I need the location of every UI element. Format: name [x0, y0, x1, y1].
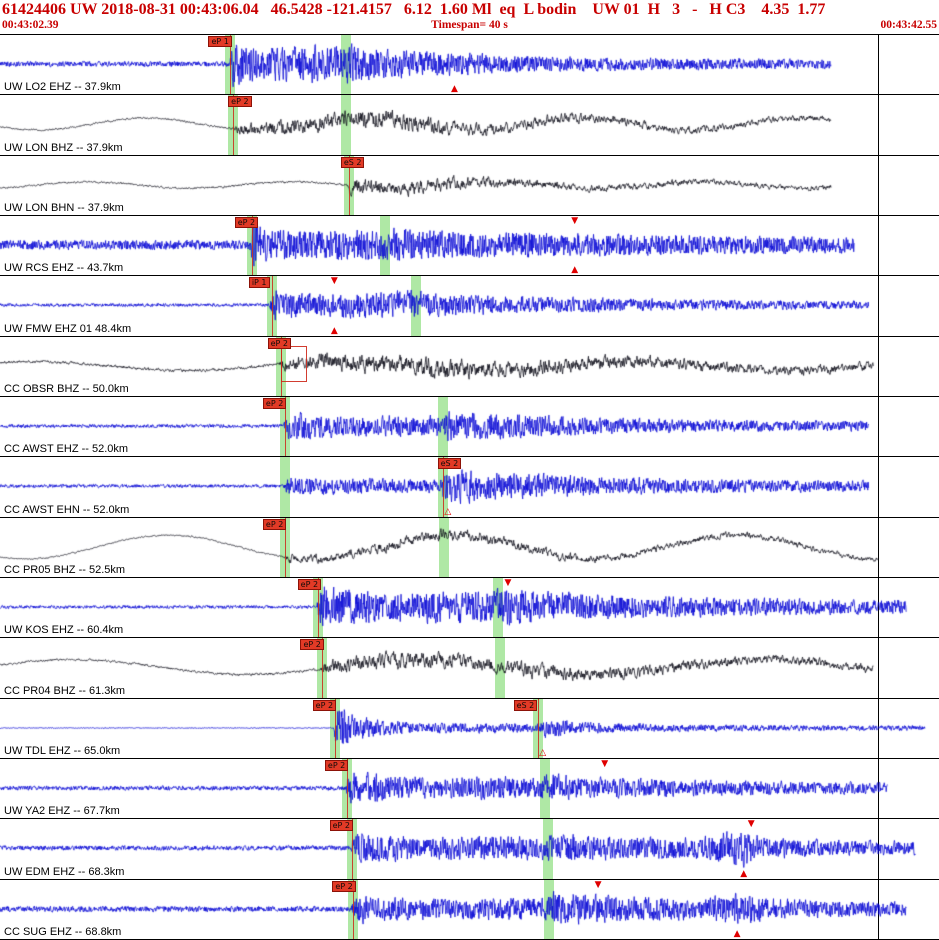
pick-time-line [232, 95, 234, 155]
window-end-time: 00:43:42.55 [880, 19, 937, 31]
pick-time-line [251, 215, 253, 276]
waveform-canvas[interactable] [0, 396, 939, 455]
trace-row: UW KOS EHZ -- 60.4km eP 2 ▼ [0, 576, 939, 638]
waveform-canvas[interactable] [0, 638, 939, 697]
trace-label: UW LON BHZ -- 37.9km [4, 141, 123, 154]
pick-flag[interactable]: eP 2 [324, 759, 349, 771]
timespan-label: Timespan= 40 s [431, 19, 508, 31]
amplitude-marker: ▲ [733, 928, 741, 939]
amplitude-marker: ▼ [330, 276, 338, 287]
pick-window-box [280, 345, 307, 383]
pick-flag[interactable]: eP 2 [329, 820, 353, 832]
trace-label: CC PR04 BHZ -- 61.3km [4, 684, 126, 697]
waveform-canvas[interactable] [0, 517, 939, 576]
pick-flag[interactable]: eP 2 [228, 96, 252, 108]
pick-time-line [230, 35, 232, 95]
trace-label: CC AWST EHZ -- 52.0km [4, 443, 129, 456]
trace-label: UW FMW EHZ 01 48.4km [4, 322, 132, 335]
trace-row: UW EDM EHZ -- 68.3km eP 2 ▼ ▲ [0, 818, 939, 879]
pick-flag[interactable]: eP 2 [262, 518, 287, 530]
waveform-canvas[interactable] [0, 155, 939, 214]
waveform-canvas[interactable] [0, 215, 939, 274]
amplitude-marker: ▲ [571, 265, 579, 276]
amplitude-marker: △ [539, 747, 547, 758]
pick-time-line [347, 758, 349, 819]
pick-time-line [349, 155, 351, 215]
pick-time-line [353, 879, 355, 939]
trace-label: CC SUG EHZ -- 68.8km [4, 925, 122, 938]
trace-row: CC PR05 BHZ -- 52.5km eP 2 [0, 516, 939, 577]
pick-time-line [352, 819, 354, 879]
pick-time-line [285, 396, 287, 457]
time-axis-labels: 00:43:02.39 Timespan= 40 s 00:43:42.55 [0, 19, 939, 33]
trace-row: CC AWST EHZ -- 52.0km eP 2 [0, 395, 939, 457]
trace-label: UW LON BHN -- 37.9km [4, 201, 124, 214]
trace-label: UW LO2 EHZ -- 37.9km [4, 81, 121, 94]
amplitude-marker: ▼ [594, 879, 602, 890]
pick-flag[interactable]: eP 2 [332, 880, 356, 892]
amplitude-marker: ▲ [330, 325, 338, 336]
waveform-canvas[interactable] [0, 879, 939, 938]
trace-row: UW YA2 EHZ -- 67.7km eP 2 ▼ [0, 757, 939, 819]
amplitude-marker: ▼ [601, 758, 609, 769]
trace-label: UW YA2 EHZ -- 67.7km [4, 805, 120, 818]
waveform-canvas[interactable] [0, 819, 939, 878]
amplitude-marker: ▼ [747, 819, 755, 830]
pick-flag[interactable]: eP 2 [267, 337, 291, 349]
pick-flag[interactable]: eP 2 [262, 397, 287, 409]
waveform-canvas[interactable] [0, 577, 939, 636]
pick-flag[interactable]: eS 2 [437, 458, 462, 470]
pick-flag[interactable]: eS 2 [340, 156, 365, 168]
pick-time-line [443, 457, 445, 517]
trace-label: CC AWST EHN -- 52.0km [4, 503, 130, 516]
pick-time-line [322, 638, 324, 698]
trace-row: UW LO2 EHZ -- 37.9km eP 1 ▲ [0, 34, 939, 95]
trace-row: UW LON BHN -- 37.9km eS 2 [0, 154, 939, 215]
trace-row: CC SUG EHZ -- 68.8km eP 2 ▼ ▲ [0, 878, 939, 939]
pick-time-line [538, 698, 540, 758]
pick-flag[interactable]: eS 2 [513, 699, 538, 711]
trace-row: CC PR04 BHZ -- 61.3km eP 2 [0, 637, 939, 698]
pick-time-line [285, 517, 287, 577]
trace-row: UW FMW EHZ 01 48.4km iP 1 ▼ ▲ [0, 275, 939, 336]
waveform-canvas[interactable] [0, 698, 939, 757]
pick-flag[interactable]: eP 2 [234, 216, 259, 228]
trace-row: CC OBSR BHZ -- 50.0km eP 2 [0, 335, 939, 396]
amplitude-marker: ▲ [451, 84, 458, 95]
pick-time-line [318, 577, 320, 638]
traces-area: UW LO2 EHZ -- 37.9km eP 1 ▲ UW LON BHZ --… [0, 34, 939, 940]
waveform-canvas[interactable] [0, 95, 939, 154]
trace-label: CC OBSR BHZ -- 50.0km [4, 382, 129, 395]
trace-label: UW KOS EHZ -- 60.4km [4, 624, 124, 637]
waveform-canvas[interactable] [0, 276, 939, 335]
trace-label: CC PR05 BHZ -- 52.5km [4, 563, 126, 576]
waveform-canvas[interactable] [0, 336, 939, 395]
waveform-canvas[interactable] [0, 758, 939, 817]
pick-flag[interactable]: eP 2 [300, 639, 324, 651]
pick-time-line [335, 698, 337, 758]
amplitude-marker: ▼ [571, 215, 579, 226]
trace-label: UW TDL EHZ -- 65.0km [4, 744, 121, 757]
waveform-canvas[interactable] [0, 35, 939, 93]
trace-row: UW TDL EHZ -- 65.0km eP 2 eS 2 △ [0, 697, 939, 758]
pick-flag[interactable]: iP 1 [248, 277, 270, 289]
window-start-time: 00:43:02.39 [2, 19, 59, 31]
pick-flag[interactable]: eP 2 [297, 578, 322, 590]
header: 61424406 UW 2018-08-31 00:43:06.04 46.54… [0, 0, 939, 34]
pick-flag[interactable]: eP 1 [208, 36, 232, 47]
trace-row: CC AWST EHN -- 52.0km eS 2 △ [0, 456, 939, 517]
trace-label: UW RCS EHZ -- 43.7km [4, 262, 124, 275]
amplitude-marker: △ [444, 506, 452, 517]
waveform-canvas[interactable] [0, 457, 939, 516]
amplitude-marker: ▲ [740, 868, 748, 879]
pick-time-line [272, 276, 274, 336]
pick-flag[interactable]: eP 2 [312, 699, 337, 711]
trace-label: UW EDM EHZ -- 68.3km [4, 865, 125, 878]
trace-row: UW LON BHZ -- 37.9km eP 2 [0, 94, 939, 155]
trace-row: UW RCS EHZ -- 43.7km eP 2 ▼ ▲ [0, 214, 939, 276]
event-info-line: 61424406 UW 2018-08-31 00:43:06.04 46.54… [2, 1, 826, 18]
amplitude-marker: ▼ [504, 577, 512, 588]
